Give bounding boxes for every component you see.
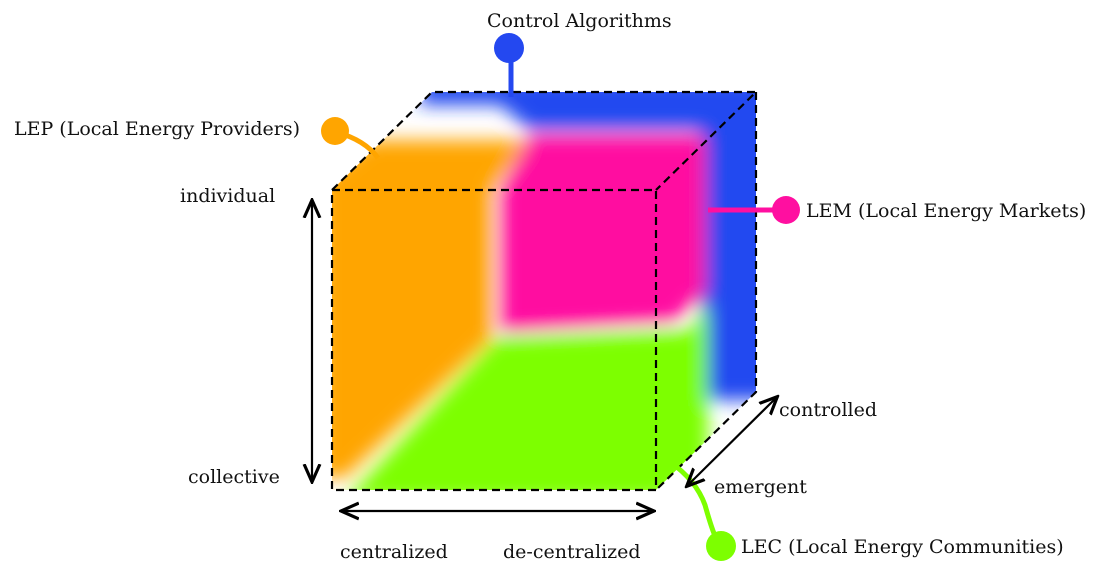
lep-dot — [321, 117, 349, 145]
lep-callout: LEP (Local Energy Providers) — [14, 117, 381, 160]
cube-color-regions — [332, 92, 756, 490]
depth-axis-arrow — [688, 398, 776, 485]
axis-label-centralized: centralized — [340, 541, 448, 563]
horizontal-axis: centralized de-centralized — [340, 511, 652, 563]
lep-label: LEP (Local Energy Providers) — [14, 118, 300, 140]
axis-label-collective: collective — [188, 466, 280, 488]
lep-region — [332, 140, 530, 478]
depth-axis: controlled emergent — [688, 398, 877, 498]
vertical-axis: individual collective — [180, 185, 312, 488]
axis-label-individual: individual — [180, 185, 275, 207]
axis-label-decentralized: de-centralized — [503, 541, 641, 563]
cube-front-face — [330, 188, 658, 492]
axis-label-controlled: controlled — [779, 399, 877, 421]
lec-dot — [706, 531, 736, 561]
control-algorithms-label: Control Algorithms — [487, 10, 672, 32]
lec-region — [345, 300, 708, 490]
lec-label: LEC (Local Energy Communities) — [741, 536, 1064, 558]
lec-callout: LEC (Local Energy Communities) — [668, 459, 1064, 561]
control-algorithms-dot — [494, 33, 524, 63]
cube-top-edges — [331, 90, 759, 191]
axis-label-emergent: emergent — [714, 476, 807, 498]
lem-callout: LEM (Local Energy Markets) — [708, 196, 1086, 224]
lem-region — [500, 135, 705, 332]
lem-label: LEM (Local Energy Markets) — [806, 200, 1086, 222]
lem-dot — [772, 196, 800, 224]
control-algorithms-callout: Control Algorithms — [487, 10, 672, 97]
